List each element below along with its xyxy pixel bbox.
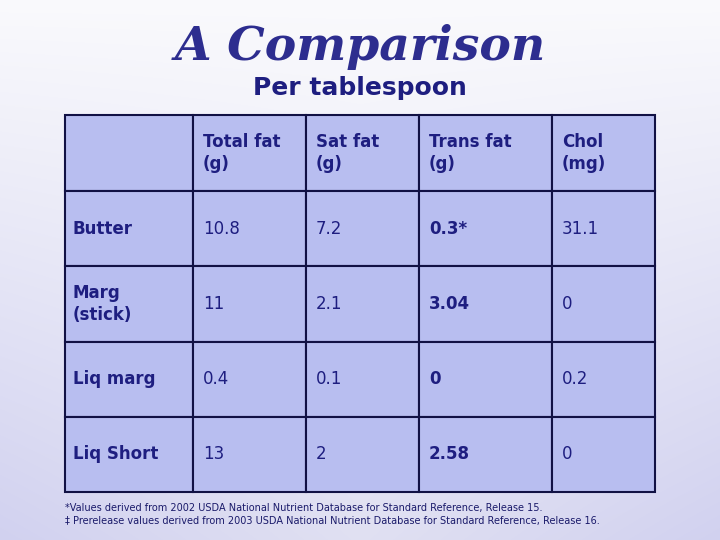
Bar	[193, 342, 306, 417]
Text: Marg
(stick): Marg (stick)	[73, 284, 132, 324]
Bar	[419, 115, 552, 191]
Text: 10.8: 10.8	[203, 220, 240, 238]
Bar	[65, 342, 193, 417]
Text: Liq Short: Liq Short	[73, 446, 158, 463]
Text: 7.2: 7.2	[316, 220, 342, 238]
Bar	[193, 191, 306, 266]
Text: Per tablespoon: Per tablespoon	[253, 76, 467, 100]
Bar	[419, 266, 552, 342]
Bar	[65, 417, 193, 492]
Bar	[306, 417, 419, 492]
Bar	[419, 342, 552, 417]
Text: 13: 13	[203, 446, 224, 463]
Text: *Values derived from 2002 USDA National Nutrient Database for Standard Reference: *Values derived from 2002 USDA National …	[65, 503, 542, 513]
Text: Total fat
(g): Total fat (g)	[203, 133, 280, 173]
Bar	[552, 417, 655, 492]
Text: 0: 0	[562, 295, 572, 313]
Text: A Comparison: A Comparison	[174, 24, 546, 70]
Bar	[306, 115, 419, 191]
Bar	[65, 115, 193, 191]
Bar	[552, 191, 655, 266]
Text: 11: 11	[203, 295, 224, 313]
Text: 0.1: 0.1	[316, 370, 342, 388]
Text: 2: 2	[316, 446, 327, 463]
Text: 0.3*: 0.3*	[429, 220, 467, 238]
Text: 2.1: 2.1	[316, 295, 343, 313]
Bar	[193, 266, 306, 342]
Text: ‡ Prerelease values derived from 2003 USDA National Nutrient Database for Standa: ‡ Prerelease values derived from 2003 US…	[65, 516, 600, 526]
Bar	[193, 417, 306, 492]
Bar	[552, 342, 655, 417]
Bar	[552, 266, 655, 342]
Bar	[306, 266, 419, 342]
Bar	[193, 115, 306, 191]
Text: Chol
(mg): Chol (mg)	[562, 133, 606, 173]
Bar	[306, 342, 419, 417]
Bar	[65, 191, 193, 266]
Text: Sat fat
(g): Sat fat (g)	[316, 133, 379, 173]
Text: Butter: Butter	[73, 220, 133, 238]
Bar	[419, 191, 552, 266]
Bar	[65, 266, 193, 342]
Text: 3.04: 3.04	[429, 295, 470, 313]
Bar	[419, 417, 552, 492]
Text: 0.2: 0.2	[562, 370, 588, 388]
Text: Liq marg: Liq marg	[73, 370, 156, 388]
Text: 0: 0	[562, 446, 572, 463]
Bar	[306, 191, 419, 266]
Text: 0.4: 0.4	[203, 370, 229, 388]
Bar	[552, 115, 655, 191]
Text: 2.58: 2.58	[429, 446, 470, 463]
Text: 0: 0	[429, 370, 441, 388]
Text: Trans fat
(g): Trans fat (g)	[429, 133, 512, 173]
Text: 31.1: 31.1	[562, 220, 599, 238]
